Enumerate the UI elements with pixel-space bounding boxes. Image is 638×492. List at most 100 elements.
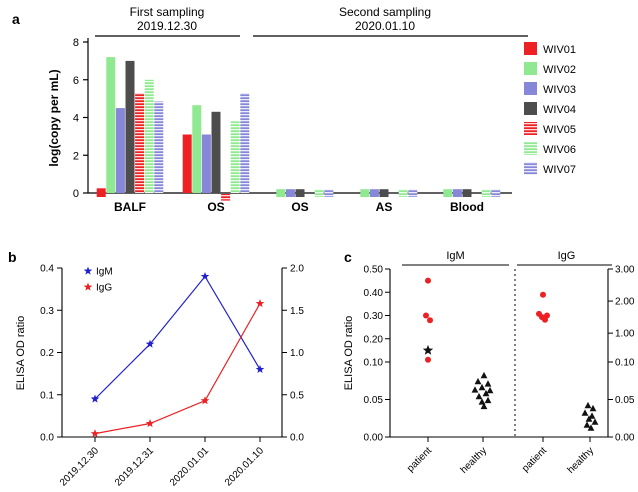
left-tick-label: 0.05 bbox=[364, 395, 384, 406]
x-category-label: AS bbox=[376, 200, 393, 214]
x-tick-label: patient bbox=[405, 445, 434, 474]
legend-marker-IgM bbox=[83, 266, 93, 275]
legend-label-IgG: IgG bbox=[96, 283, 112, 294]
bar-WIV06-BALF bbox=[144, 79, 154, 194]
point-IgG-healthy bbox=[587, 424, 595, 431]
point-IgG-healthy bbox=[589, 404, 597, 412]
x-tick-label: healthy bbox=[459, 445, 490, 476]
legend-swatch-WIV03 bbox=[524, 82, 537, 95]
point-IgM-patient bbox=[425, 277, 431, 284]
point-IgM-healthy bbox=[486, 386, 494, 394]
point-IgM-2020.01.10 bbox=[255, 364, 265, 373]
left-tick-label: 0.2 bbox=[40, 348, 54, 359]
point-IgG-healthy bbox=[591, 418, 599, 425]
y-axis-title: log(copy per mL) bbox=[47, 69, 61, 166]
right-tick-label: 0.05 bbox=[615, 395, 635, 406]
panel-b-label: b bbox=[8, 249, 17, 265]
x-tick-label: 2019.12.30 bbox=[58, 445, 101, 488]
x-tick-label: 2020.01.10 bbox=[223, 445, 266, 488]
bar-WIV02-AS bbox=[360, 189, 370, 197]
x-category-label: OS bbox=[291, 200, 308, 214]
left-tick-label: 0.1 bbox=[40, 390, 54, 401]
bar-WIV03-AS bbox=[369, 189, 379, 197]
x-tick-label: 2019.12.31 bbox=[113, 445, 156, 488]
bar-WIV06-OS bbox=[230, 121, 240, 193]
bar-WIV05-OS bbox=[221, 194, 231, 201]
bar-WIV01-OS bbox=[182, 134, 192, 193]
bar-WIV01-BALF bbox=[96, 188, 106, 197]
y-axis-title: ELISA OD ratio bbox=[343, 316, 355, 391]
y-tick-label: 6 bbox=[73, 75, 79, 87]
line-IgG bbox=[94, 303, 261, 435]
y-tick-label: 2 bbox=[73, 150, 79, 162]
bar-WIV07-OS bbox=[324, 189, 334, 197]
left-tick-label: 0.10 bbox=[364, 358, 384, 369]
y-axis-title: ELISA OD ratio bbox=[15, 316, 27, 391]
bar-WIV04-BALF bbox=[125, 60, 135, 194]
bar-WIV03-BALF bbox=[115, 108, 125, 193]
section-title-IgM: IgM bbox=[446, 250, 464, 262]
point-IgM-patient bbox=[427, 317, 433, 324]
point-IgM-patient bbox=[425, 356, 431, 363]
point-IgM-healthy bbox=[480, 371, 488, 379]
point-IgM-2020.01.01 bbox=[200, 272, 210, 281]
point-IgM-healthy bbox=[484, 380, 492, 387]
left-tick-label: 0.0 bbox=[40, 433, 54, 444]
point-IgM-healthy bbox=[478, 398, 486, 405]
legend-label-WIV01: WIV01 bbox=[543, 44, 576, 56]
left-tick-label: 0.00 bbox=[364, 433, 384, 444]
legend-label-IgM: IgM bbox=[96, 267, 113, 278]
bar-WIV05-BALF bbox=[135, 93, 145, 193]
left-tick-label: 0.50 bbox=[364, 265, 384, 276]
left-tick-label: 0.4 bbox=[40, 264, 54, 275]
bar-WIV03-OS bbox=[201, 134, 211, 193]
x-tick-label: healthy bbox=[566, 445, 597, 476]
legend-swatch-WIV05 bbox=[524, 122, 537, 135]
panel-a-label: a bbox=[12, 11, 20, 27]
sampling-date: 2019.12.30 bbox=[137, 19, 197, 33]
legend-swatch-WIV04 bbox=[524, 102, 537, 115]
x-tick-label: patient bbox=[520, 445, 549, 474]
point-IgM-healthy bbox=[475, 392, 483, 400]
left-tick-label: 0.20 bbox=[364, 334, 384, 345]
bar-WIV02-BALF bbox=[106, 57, 116, 193]
legend-swatch-WIV02 bbox=[524, 62, 537, 75]
elisa-od-ratio-line-chart: 0.0 0.1 0.2 0.3 0.4 0.0 0.5 1.0 1.5 2.0 ELISA OD r… bbox=[15, 264, 304, 489]
x-tick-label: 2020.01.01 bbox=[168, 445, 211, 488]
bar-WIV06-OS bbox=[314, 189, 324, 197]
bar-WIV03-OS bbox=[285, 189, 295, 197]
right-tick-label: 0.00 bbox=[615, 433, 635, 444]
left-tick-label: 0.30 bbox=[364, 311, 384, 322]
point-IgG-healthy bbox=[584, 401, 592, 409]
line-IgM bbox=[94, 275, 261, 400]
bar-WIV07-BALF bbox=[154, 101, 164, 193]
point-IgM-patient bbox=[423, 312, 429, 319]
point-IgM-healthy bbox=[482, 389, 490, 397]
bar-WIV02-Blood bbox=[443, 189, 453, 197]
legend-label-WIV07: WIV07 bbox=[543, 164, 576, 176]
legend-swatch-WIV06 bbox=[524, 142, 537, 155]
x-category-label: OS bbox=[207, 200, 224, 214]
bar-WIV07-Blood bbox=[491, 189, 501, 197]
bar-WIV04-OS bbox=[295, 189, 305, 197]
point-IgG-healthy bbox=[588, 412, 596, 419]
legend-label-WIV03: WIV03 bbox=[543, 84, 576, 96]
point-IgM-patient bbox=[422, 344, 434, 355]
right-tick-label: 0.5 bbox=[290, 390, 304, 401]
point-IgM-2019.12.31 bbox=[145, 339, 155, 348]
left-tick-label: 0.3 bbox=[40, 306, 54, 317]
point-IgG-patient bbox=[540, 291, 546, 298]
bar-WIV04-Blood bbox=[462, 189, 472, 197]
point-IgG-healthy bbox=[581, 409, 589, 416]
right-tick-label: 1.5 bbox=[290, 306, 304, 317]
bar-WIV02-OS bbox=[276, 189, 286, 197]
point-IgG-2020.01.10 bbox=[255, 299, 265, 308]
point-IgM-2019.12.30 bbox=[90, 394, 100, 403]
viral-load-bar-chart: 0 2 4 6 8 log(copy per mL) BALF OS OS AS Blood Firs… bbox=[47, 5, 576, 214]
point-IgG-2019.12.31 bbox=[145, 419, 155, 428]
bar-WIV04-AS bbox=[379, 189, 389, 197]
x-category-label: BALF bbox=[114, 200, 146, 214]
legend-label-WIV04: WIV04 bbox=[543, 104, 576, 116]
panel-c-label: c bbox=[344, 249, 352, 265]
